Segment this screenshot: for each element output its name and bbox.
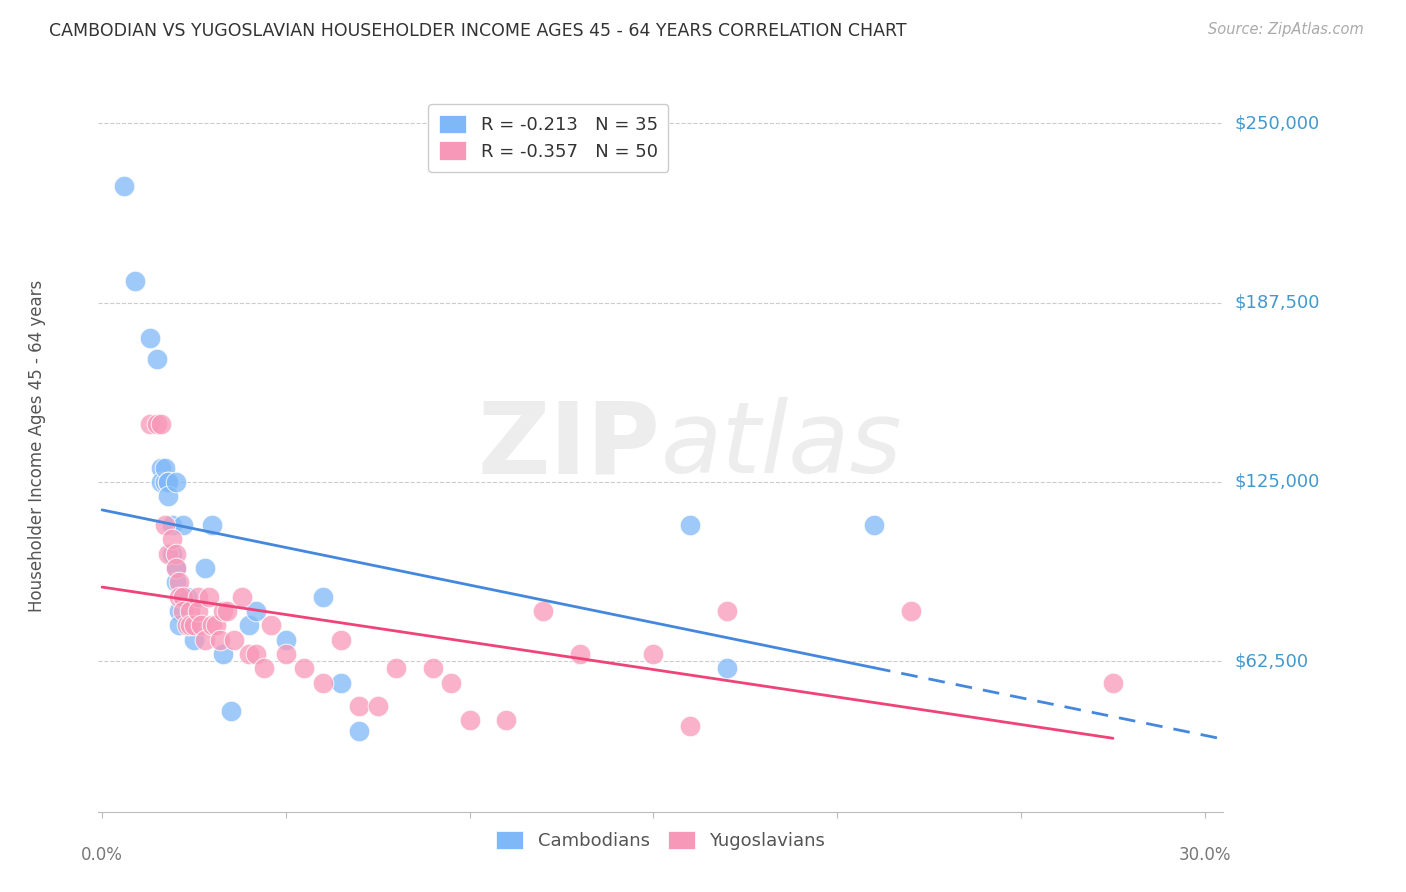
Point — [245, 604, 267, 618]
Point — [172, 517, 194, 532]
Point — [160, 517, 183, 532]
Text: Source: ZipAtlas.com: Source: ZipAtlas.com — [1208, 22, 1364, 37]
Point — [238, 647, 260, 661]
Text: 30.0%: 30.0% — [1178, 847, 1232, 864]
Point — [165, 561, 187, 575]
Text: Householder Income Ages 45 - 64 years: Householder Income Ages 45 - 64 years — [28, 280, 45, 612]
Point — [139, 417, 162, 432]
Point — [253, 661, 276, 675]
Point — [292, 661, 315, 675]
Point — [863, 517, 886, 532]
Point — [194, 632, 217, 647]
Point — [157, 475, 180, 489]
Point — [169, 618, 191, 632]
Point — [169, 590, 191, 604]
Point — [149, 475, 172, 489]
Point — [679, 719, 702, 733]
Point — [153, 460, 176, 475]
Point — [1102, 675, 1125, 690]
Point — [349, 724, 371, 739]
Point — [165, 561, 187, 575]
Point — [201, 517, 224, 532]
Point — [183, 632, 205, 647]
Point — [197, 590, 219, 604]
Point — [139, 331, 162, 345]
Text: $187,500: $187,500 — [1234, 293, 1320, 311]
Point — [149, 417, 172, 432]
Text: atlas: atlas — [661, 398, 903, 494]
Point — [422, 661, 444, 675]
Point — [165, 575, 187, 590]
Point — [238, 618, 260, 632]
Point — [183, 618, 205, 632]
Point — [311, 675, 333, 690]
Text: ZIP: ZIP — [478, 398, 661, 494]
Point — [165, 547, 187, 561]
Point — [643, 647, 665, 661]
Point — [187, 590, 209, 604]
Point — [245, 647, 267, 661]
Point — [169, 604, 191, 618]
Point — [231, 590, 253, 604]
Text: $250,000: $250,000 — [1234, 114, 1320, 132]
Point — [367, 698, 389, 713]
Point — [124, 274, 146, 288]
Point — [458, 713, 481, 727]
Point — [217, 604, 239, 618]
Point — [172, 590, 194, 604]
Point — [900, 604, 922, 618]
Point — [212, 647, 235, 661]
Point — [153, 475, 176, 489]
Point — [165, 475, 187, 489]
Point — [157, 547, 180, 561]
Text: 0.0%: 0.0% — [82, 847, 124, 864]
Legend: Cambodians, Yugoslavians: Cambodians, Yugoslavians — [489, 823, 832, 857]
Point — [179, 604, 201, 618]
Point — [176, 618, 198, 632]
Point — [679, 517, 702, 532]
Point — [274, 647, 297, 661]
Text: $125,000: $125,000 — [1234, 473, 1320, 491]
Point — [224, 632, 246, 647]
Point — [169, 575, 191, 590]
Point — [112, 179, 135, 194]
Point — [716, 604, 738, 618]
Point — [274, 632, 297, 647]
Point — [205, 618, 228, 632]
Point — [311, 590, 333, 604]
Point — [187, 604, 209, 618]
Point — [172, 590, 194, 604]
Point — [179, 618, 201, 632]
Point — [495, 713, 517, 727]
Point — [219, 704, 242, 718]
Point — [146, 417, 169, 432]
Text: $62,500: $62,500 — [1234, 652, 1309, 670]
Point — [260, 618, 283, 632]
Point — [153, 517, 176, 532]
Point — [160, 533, 183, 547]
Point — [208, 632, 231, 647]
Point — [194, 561, 217, 575]
Text: CAMBODIAN VS YUGOSLAVIAN HOUSEHOLDER INCOME AGES 45 - 64 YEARS CORRELATION CHART: CAMBODIAN VS YUGOSLAVIAN HOUSEHOLDER INC… — [49, 22, 907, 40]
Point — [190, 618, 212, 632]
Point — [440, 675, 463, 690]
Point — [160, 547, 183, 561]
Point — [146, 351, 169, 366]
Point — [212, 604, 235, 618]
Point — [349, 698, 371, 713]
Point — [531, 604, 554, 618]
Point — [330, 675, 353, 690]
Point — [157, 475, 180, 489]
Point — [176, 590, 198, 604]
Point — [157, 489, 180, 503]
Point — [716, 661, 738, 675]
Point — [201, 618, 224, 632]
Point — [149, 460, 172, 475]
Point — [172, 604, 194, 618]
Point — [385, 661, 408, 675]
Point — [568, 647, 591, 661]
Point — [330, 632, 353, 647]
